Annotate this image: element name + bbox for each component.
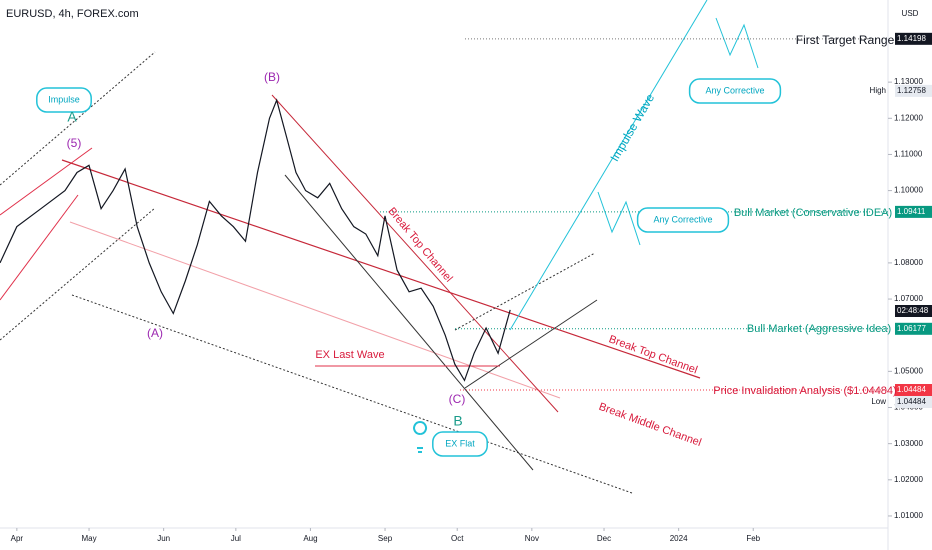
annotation: EX Last Wave: [315, 349, 384, 361]
annotation: First Target Range: [796, 33, 895, 47]
price-tag: [895, 396, 932, 409]
y-tick-label: 1.05000: [894, 366, 923, 375]
x-tick-label: May: [81, 534, 96, 543]
annotation-box: [636, 207, 730, 233]
annotation-box: [36, 87, 92, 113]
annotation: Bull Market (Aggressive Idea): [747, 323, 891, 335]
countdown-box: [895, 305, 932, 317]
x-tick-label: Jul: [231, 534, 241, 543]
price-tag-name: Low: [871, 397, 886, 406]
x-tick-label: Aug: [303, 534, 317, 543]
bulb-icon: [413, 421, 428, 453]
x-tick-label: Nov: [525, 534, 539, 543]
price-tag-label: 1.14198: [897, 34, 926, 43]
zigzag: [715, 17, 759, 69]
annotation: Price Invalidation Analysis ($1.04484): [713, 385, 896, 397]
y-tick-label: 1.02000: [894, 475, 923, 484]
price-tag: [895, 205, 932, 218]
channel-line: [71, 294, 633, 494]
channel-line: [464, 299, 598, 389]
price-tag-name: High: [870, 86, 886, 95]
countdown: 02:48:48: [897, 306, 929, 315]
y-tick-label: 1.08000: [894, 258, 923, 267]
annotation: A: [67, 109, 77, 125]
price-tag: [895, 322, 932, 335]
price-tag-label: 1.04484: [897, 385, 926, 394]
annotation: Impulse: [48, 94, 80, 104]
annotation: Any Corrective: [653, 214, 712, 224]
x-tick-label: Dec: [597, 534, 611, 543]
annotation: (A): [147, 326, 163, 340]
drawings: [0, 0, 759, 494]
y-tick-label: 1.12000: [894, 113, 923, 122]
y-tick-label: 1.07000: [894, 294, 923, 303]
annotation: (C): [449, 392, 466, 406]
x-tick-label: 2024: [670, 534, 688, 543]
annotation: (5): [67, 136, 82, 150]
x-tick-label: Apr: [11, 534, 24, 543]
annotation: EX Flat: [445, 438, 475, 448]
x-tick-label: Sep: [378, 534, 393, 543]
y-tick-label: 1.11000: [894, 150, 923, 159]
price-tag-label: 1.12758: [897, 86, 926, 95]
channel-line: [0, 147, 93, 216]
annotation: (B): [264, 70, 280, 84]
annotation-box: [432, 431, 488, 457]
annotation: Any Corrective: [705, 85, 764, 95]
price-tag: [895, 32, 932, 45]
chart-title: EURUSD, 4h, FOREX.com: [6, 8, 139, 20]
channel-line: [61, 159, 701, 379]
annotation: Bull Market (Conservative IDEA): [734, 207, 892, 219]
x-tick-label: Jun: [157, 534, 170, 543]
x-tick-label: Feb: [746, 534, 760, 543]
y-tick-label: 1.10000: [894, 186, 923, 195]
annotation: B: [453, 413, 462, 429]
channel-line: [69, 221, 561, 399]
y-tick-label: 1.03000: [894, 439, 923, 448]
price-tag-label: 1.09411: [897, 207, 926, 216]
price-line: [0, 98, 511, 382]
y-tick-label: 1.01000: [894, 511, 923, 520]
channel-line: [454, 252, 596, 331]
channel-line: [284, 174, 534, 471]
price-tag: [895, 84, 932, 97]
price-tag-label: 1.06177: [897, 324, 926, 333]
annotation-box: [688, 78, 782, 104]
channel-line: [271, 94, 559, 413]
impulse-line: [509, 0, 708, 331]
x-tick-label: Oct: [451, 534, 464, 543]
price-tag: [895, 384, 932, 397]
currency: USD: [902, 9, 919, 18]
channel-line: [0, 207, 156, 341]
price-tag-label: 1.04484: [897, 397, 926, 406]
channel-line: [0, 194, 79, 301]
y-tick-label: 1.13000: [894, 77, 923, 86]
